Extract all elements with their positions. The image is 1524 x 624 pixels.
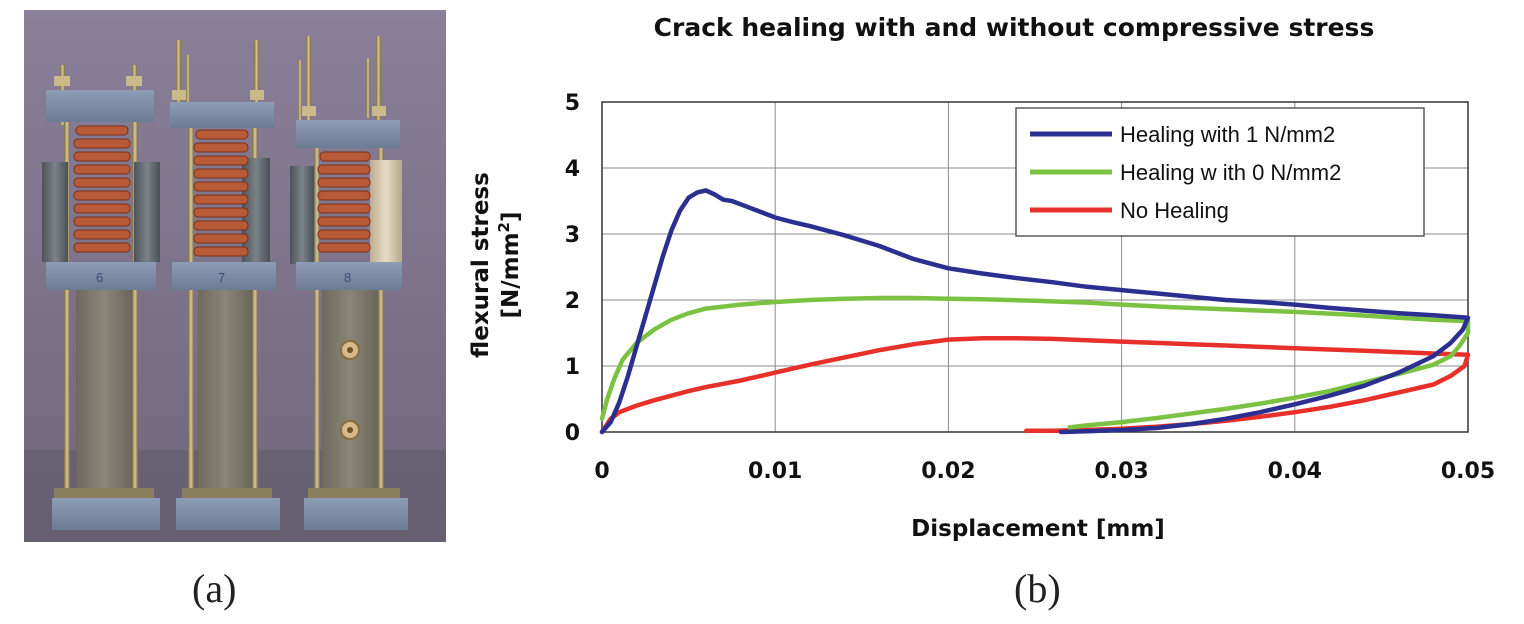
- rig-label-7: 7: [218, 270, 225, 285]
- x-tick-label: 0.05: [1441, 459, 1495, 484]
- panel-label-b: (b): [1014, 566, 1061, 611]
- x-tick-label: 0.01: [748, 459, 802, 484]
- series-line-2: [599, 336, 1471, 435]
- rig-label-6: 6: [96, 270, 103, 285]
- x-axis-label: Displacement [mm]: [911, 516, 1165, 542]
- x-axis-ticks: 0 0.01 0.02 0.03 0.04 0.05: [594, 459, 1495, 484]
- legend: Healing with 1 N/mm2 Healing w ith 0 N/mm…: [1015, 107, 1425, 237]
- legend-label-2: No Healing: [1120, 198, 1229, 223]
- y-tick-label: 3: [565, 223, 580, 248]
- y-axis-unit: [N/mm: [498, 232, 524, 318]
- y-axis-ticks: 0 1 2 3 4 5: [565, 91, 580, 446]
- y-axis-unit-sup: 2: [495, 222, 513, 232]
- rig-8: 8: [290, 36, 408, 530]
- series-lines: [599, 188, 1471, 435]
- specimen-photo: 6: [24, 10, 446, 542]
- chart-panel: Crack healing with and without compressi…: [456, 0, 1516, 560]
- y-axis-label-line2: [N/mm2]: [495, 211, 524, 318]
- series-line-1: [599, 295, 1471, 430]
- chart-title: Crack healing with and without compressi…: [654, 13, 1375, 42]
- rig-label-8: 8: [344, 270, 351, 285]
- panel-label-a: (a): [192, 566, 237, 611]
- rig-6: 6: [42, 65, 160, 530]
- y-tick-label: 4: [565, 157, 580, 182]
- x-tick-label: 0.04: [1268, 459, 1322, 484]
- y-axis-label-line1: flexural stress: [468, 172, 494, 358]
- y-axis-label: flexural stress [N/mm2]: [468, 172, 524, 358]
- x-tick-label: 0.03: [1094, 459, 1148, 484]
- x-tick-label: 0: [594, 459, 609, 484]
- y-tick-label: 0: [565, 421, 580, 446]
- rig-7: 7: [170, 40, 280, 530]
- x-tick-label: 0.02: [921, 459, 975, 484]
- legend-label-1: Healing w ith 0 N/mm2: [1120, 160, 1341, 185]
- y-tick-label: 2: [565, 289, 580, 314]
- legend-label-0: Healing with 1 N/mm2: [1120, 122, 1335, 147]
- y-tick-label: 5: [565, 91, 580, 116]
- stress-displacement-chart: Crack healing with and without compressi…: [468, 13, 1495, 542]
- y-axis-unit-close: ]: [498, 211, 524, 222]
- series-line-0: [599, 188, 1471, 435]
- y-tick-label: 1: [565, 355, 580, 380]
